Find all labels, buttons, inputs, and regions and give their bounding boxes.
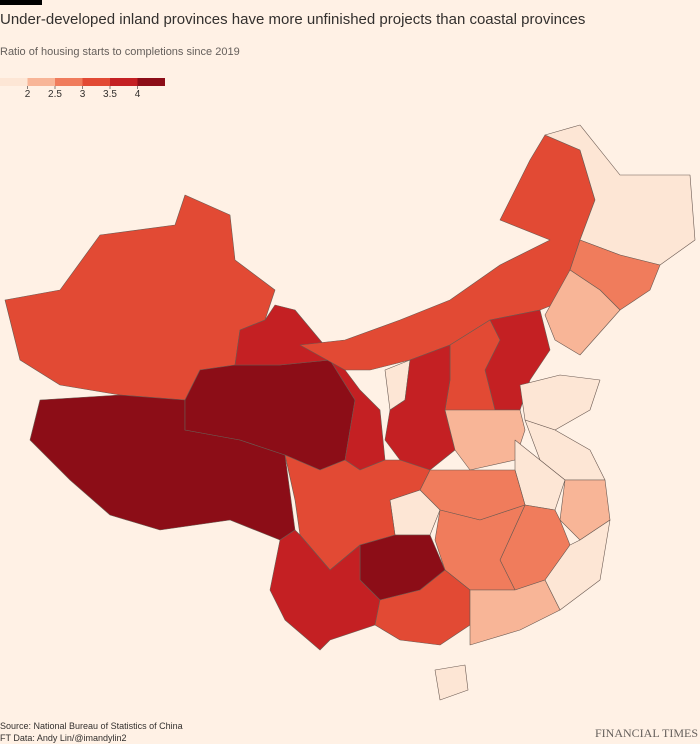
legend-swatch — [82, 78, 110, 86]
legend-swatch — [0, 78, 28, 86]
subtitle: Ratio of housing starts to completions s… — [0, 46, 240, 58]
legend-tick-label: 3 — [80, 89, 86, 100]
legend-tick-label: 2.5 — [48, 89, 62, 100]
legend-swatch — [110, 78, 138, 86]
legend-tick-label: 4 — [135, 89, 141, 100]
legend-tick-label: 2 — [25, 89, 31, 100]
source: Source: National Bureau of Statistics of… — [0, 721, 183, 731]
province — [234, 304, 386, 471]
title: Under-developed inland provinces have mo… — [0, 11, 585, 28]
province — [519, 374, 601, 431]
province — [434, 664, 469, 701]
ft-bar — [0, 0, 42, 5]
province — [444, 409, 526, 471]
province — [469, 579, 561, 646]
credit: FT Data: Andy Lin/@imandylin2 — [0, 733, 127, 743]
brand: FINANCIAL TIMES — [595, 726, 698, 740]
province — [544, 269, 621, 356]
legend-swatch — [55, 78, 83, 86]
map — [4, 124, 696, 701]
legend-swatch — [27, 78, 55, 86]
legend-swatch — [137, 78, 165, 86]
legend: 2 2.5 3 3.5 4 — [0, 78, 165, 100]
province — [299, 134, 596, 371]
legend-tick-label: 3.5 — [103, 89, 117, 100]
